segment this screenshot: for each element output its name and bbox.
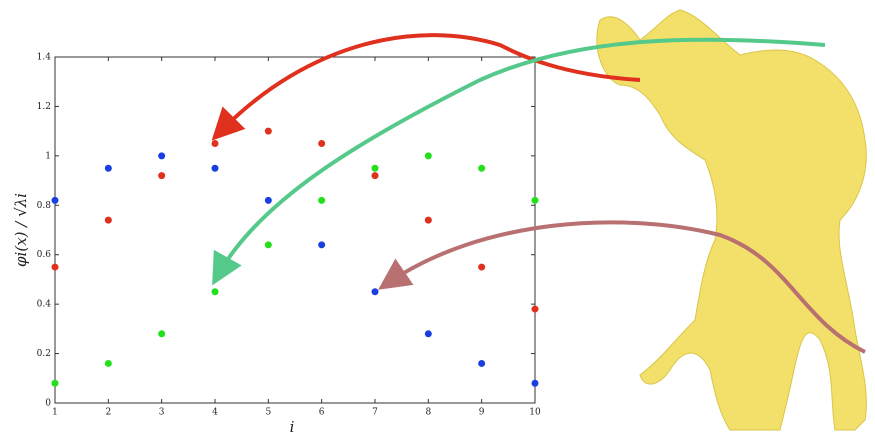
point bbox=[532, 380, 539, 387]
y-tick-label: 0.4 bbox=[37, 300, 52, 310]
point bbox=[372, 288, 379, 295]
point bbox=[478, 264, 485, 271]
y-tick-label: 1 bbox=[45, 151, 51, 161]
armadillo-model bbox=[597, 10, 867, 430]
point bbox=[52, 380, 59, 387]
point bbox=[478, 165, 485, 172]
x-tick-label: 1 bbox=[52, 408, 58, 418]
x-tick-label: 10 bbox=[529, 408, 541, 418]
point bbox=[158, 172, 165, 179]
point bbox=[52, 264, 59, 271]
point bbox=[425, 217, 432, 224]
point bbox=[318, 140, 325, 147]
figure: i φi(x) / √λi 0 0.2 0.4 0.6 0.8 1 1.2 1.4 1 2 3 4 5 6… bbox=[0, 0, 875, 435]
plot: 0 0.2 0.4 0.6 0.8 1 1.2 1.4 1 2 3 4 5 6 7 8 9 10 bbox=[37, 53, 541, 418]
x-tick-label: 4 bbox=[212, 408, 218, 418]
point bbox=[212, 288, 219, 295]
point bbox=[265, 128, 272, 135]
x-tick-label: 8 bbox=[425, 408, 431, 418]
plot-frame bbox=[55, 57, 535, 403]
x-tick-label: 3 bbox=[159, 408, 165, 418]
point bbox=[478, 360, 485, 367]
x-tick-label: 2 bbox=[105, 408, 111, 418]
point bbox=[425, 152, 432, 159]
point bbox=[372, 172, 379, 179]
point bbox=[532, 306, 539, 313]
x-tick-label: 6 bbox=[319, 408, 325, 418]
y-tick-label: 0.6 bbox=[37, 250, 52, 260]
point bbox=[212, 140, 219, 147]
point bbox=[265, 197, 272, 204]
y-tick-label: 1.2 bbox=[37, 102, 51, 112]
point bbox=[212, 165, 219, 172]
x-tick-label: 9 bbox=[479, 408, 485, 418]
x-axis-label: i bbox=[290, 418, 295, 435]
point bbox=[52, 197, 59, 204]
x-tick-label: 7 bbox=[372, 408, 378, 418]
point bbox=[425, 330, 432, 337]
point bbox=[318, 197, 325, 204]
point bbox=[105, 360, 112, 367]
point bbox=[158, 330, 165, 337]
point bbox=[105, 165, 112, 172]
y-tick-label: 0.8 bbox=[37, 201, 52, 211]
y-axis-label: φi(x) / √λi bbox=[12, 193, 30, 267]
point bbox=[105, 217, 112, 224]
y-tick-label: 0 bbox=[45, 399, 51, 409]
point bbox=[318, 241, 325, 248]
x-tick-label: 5 bbox=[265, 408, 271, 418]
point bbox=[372, 165, 379, 172]
point bbox=[158, 152, 165, 159]
point bbox=[265, 241, 272, 248]
point bbox=[532, 197, 539, 204]
y-tick-label: 1.4 bbox=[37, 53, 52, 63]
y-tick-label: 0.2 bbox=[37, 349, 51, 359]
